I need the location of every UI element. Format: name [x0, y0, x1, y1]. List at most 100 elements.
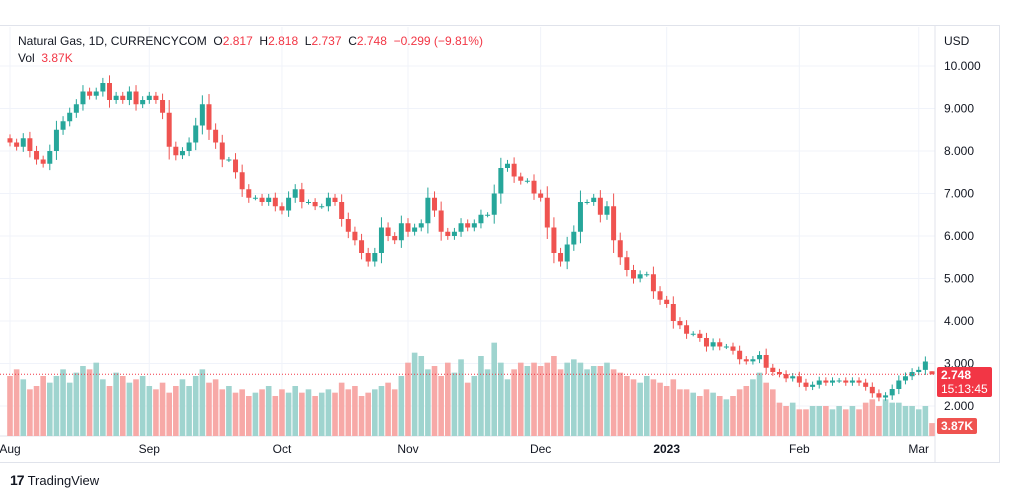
volume-bar — [212, 379, 219, 436]
candle-body — [889, 389, 895, 396]
candle-body — [378, 227, 384, 253]
date-tick-label: Oct — [273, 442, 292, 456]
candle-body — [558, 253, 564, 262]
volume-bar — [358, 396, 365, 436]
candle-body — [551, 227, 557, 253]
price-tick-label: 6.000 — [944, 229, 974, 243]
candle-body — [332, 197, 338, 202]
volume-bar — [624, 376, 630, 436]
candle-body — [120, 95, 126, 100]
volume-bar — [332, 392, 338, 436]
volume-bar — [770, 389, 776, 436]
volume-bar — [325, 389, 332, 436]
candle-body — [849, 380, 855, 383]
candle-body — [690, 333, 696, 335]
candle-body — [876, 393, 882, 398]
volume-bar — [491, 342, 498, 436]
volume-bar — [27, 389, 33, 436]
volume-bar — [385, 382, 391, 436]
ohlc-legend: Natural Gas, 1D, CURRENCYCOM O2.817 H2.8… — [18, 34, 483, 48]
brand-name: TradingView — [27, 472, 100, 488]
candle-body — [703, 338, 709, 347]
candle-body — [836, 380, 842, 382]
volume-bar — [438, 376, 444, 436]
volume-bar — [219, 389, 226, 436]
volume-bar — [836, 406, 842, 436]
volume-bar — [199, 369, 206, 436]
candle-body — [478, 214, 484, 224]
candle-body — [538, 193, 544, 198]
candle-body — [743, 359, 749, 362]
candle-body — [684, 325, 690, 334]
volume-bar — [40, 376, 46, 436]
candle-body — [611, 206, 617, 241]
high-label: H — [259, 34, 269, 48]
candle-body — [757, 355, 763, 360]
volume-bar — [312, 396, 318, 436]
tradingview-logo-icon: 17 — [10, 472, 25, 488]
volume-bar — [405, 362, 411, 436]
candle-body — [106, 83, 112, 100]
volume-bar — [411, 352, 418, 436]
candle-body — [133, 91, 139, 105]
candle-body — [524, 180, 530, 182]
candle-body — [272, 197, 278, 207]
open-label: O — [213, 34, 223, 48]
candle-body — [319, 206, 325, 208]
volume-bar — [902, 406, 909, 436]
change-value: −0.299 (−9.81%) — [393, 34, 483, 48]
currency-label: USD — [944, 34, 970, 48]
candle-body — [279, 206, 285, 211]
volume-bar — [789, 402, 796, 436]
volume-bar — [192, 376, 199, 436]
volume-bar — [590, 366, 597, 436]
volume-bar — [597, 366, 604, 436]
volume-bar — [690, 392, 697, 436]
candle-body — [418, 223, 424, 228]
candle-body — [624, 257, 630, 270]
candle-body — [252, 197, 258, 199]
volume-bar — [663, 386, 670, 436]
volume-bar — [146, 386, 153, 436]
candle-body — [564, 244, 570, 262]
volume-bar — [584, 369, 590, 436]
candle-body — [425, 197, 431, 224]
volume-bar — [703, 389, 710, 436]
volume-bar — [849, 406, 856, 436]
volume-bar — [66, 382, 73, 436]
volume-bar — [119, 376, 126, 436]
volume-bar — [504, 379, 511, 436]
candle-body — [412, 227, 418, 232]
tradingview-logo[interactable]: 17 TradingView — [10, 472, 99, 488]
chart-frame[interactable] — [0, 25, 1000, 463]
candle-body — [803, 382, 809, 387]
candle-body — [27, 138, 33, 151]
volume-bar — [365, 392, 371, 436]
volume-bar — [53, 376, 60, 436]
volume-bar — [551, 356, 557, 436]
symbol-label[interactable]: Natural Gas, 1D, CURRENCYCOM — [18, 34, 207, 48]
volume-bar — [352, 386, 358, 436]
candle-body — [458, 223, 464, 232]
volume-bar — [113, 372, 119, 436]
volume-bar — [862, 402, 869, 436]
candle-body — [929, 371, 935, 375]
volume-label[interactable]: Vol — [18, 51, 35, 65]
open-value: 2.817 — [222, 34, 253, 48]
volume-bar — [776, 402, 783, 436]
last-volume-label: 3.87K — [937, 418, 978, 434]
volume-bar — [511, 369, 517, 436]
volume-bar — [444, 362, 451, 436]
candle-body — [485, 214, 491, 216]
candle-body — [87, 91, 93, 96]
candle-body — [339, 202, 345, 219]
volume-bar — [166, 392, 172, 436]
volume-bar — [604, 362, 610, 436]
candle-body — [345, 219, 351, 232]
candle-body — [392, 236, 398, 241]
candle-body — [325, 197, 331, 207]
candle-body — [146, 95, 152, 100]
low-value: 2.737 — [311, 34, 342, 48]
candle-body — [20, 138, 26, 147]
